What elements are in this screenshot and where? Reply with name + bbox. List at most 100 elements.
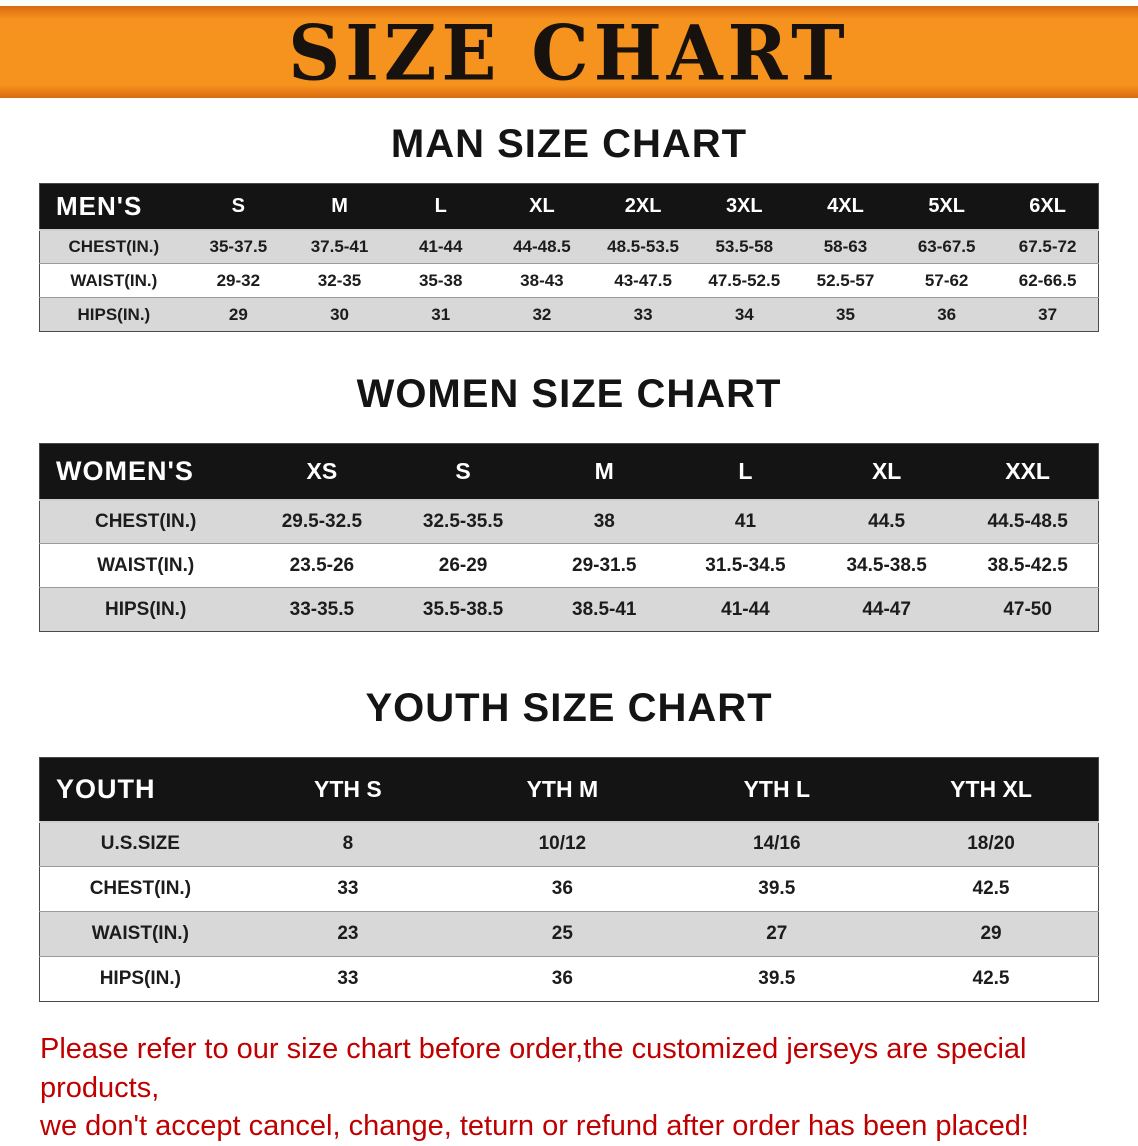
size-value: 47.5-52.5 — [708, 270, 781, 290]
disclaimer-line-2: we don't accept cancel, change, teturn o… — [40, 1110, 1029, 1143]
size-value: 14/16 — [753, 833, 801, 855]
size-value: 23.5-26 — [289, 554, 355, 576]
size-value: 29-31.5 — [572, 554, 637, 576]
size-value: 33 — [633, 304, 653, 324]
size-value: 39.5 — [758, 968, 796, 989]
size-value: 48.5-53.5 — [607, 236, 680, 256]
section-youth: YOUTH SIZE CHART YOUTH YTH S YTH M YTH L YTH… — [0, 686, 1138, 1002]
size-value: 34.5-38.5 — [846, 554, 927, 576]
size-value: 8 — [342, 833, 354, 855]
youth-size-table: YOUTH YTH S YTH M YTH L YTH XL U.S.SIZE 8 10/12… — [39, 757, 1099, 1002]
row-label: HIPS(IN.) — [105, 598, 187, 620]
size-value: 35.5-38.5 — [422, 598, 504, 620]
size-value: 33-35.5 — [289, 598, 355, 620]
size-value: 35-37.5 — [209, 236, 268, 256]
size-column-header: 4XL — [794, 183, 897, 231]
size-value: 27 — [766, 923, 788, 944]
table-row: U.S.SIZE 8 10/12 14/16 18/20 — [39, 821, 1099, 867]
table-row: HIPS(IN.) 29 30 31 32 33 34 35 36 37 — [39, 297, 1099, 332]
size-value: 35 — [836, 304, 855, 324]
size-value: 32-35 — [317, 270, 362, 290]
table-row: WAIST(IN.) 29-32 32-35 35-38 38-43 43-47.5 47.… — [39, 263, 1099, 298]
table-row: WAIST(IN.) 23.5-26 26-29 29-31.5 31.5-34.5 34… — [39, 543, 1099, 588]
size-column-header: M — [288, 183, 391, 231]
size-value: 38-43 — [520, 270, 564, 290]
table-row: HIPS(IN.) 33 36 39.5 42.5 — [39, 956, 1099, 1002]
section-women: WOMEN SIZE CHART WOMEN'S XS S M L XL XXL CHEST(… — [0, 372, 1138, 632]
men-size-table: MEN'S S M L XL 2XL 3XL 4XL 5XL 6XL CHEST(IN.) 35-37… — [39, 183, 1099, 332]
row-label: HIPS(IN.) — [77, 304, 151, 324]
size-value: 34 — [734, 304, 754, 324]
size-value: 23 — [337, 923, 359, 944]
size-column-header: YTH L — [669, 757, 885, 823]
row-label: CHEST(IN.) — [89, 878, 192, 899]
size-value: 29-32 — [216, 270, 261, 290]
table-corner-label: MEN'S — [39, 183, 188, 231]
size-value: 39.5 — [758, 878, 796, 899]
table-row: HIPS(IN.) 33-35.5 35.5-38.5 38.5-41 41-44 44-… — [39, 587, 1099, 632]
row-label: U.S.SIZE — [100, 833, 180, 855]
size-value: 53.5-58 — [715, 236, 774, 256]
size-value: 37.5-41 — [310, 236, 369, 256]
row-label: CHEST(IN.) — [68, 236, 160, 256]
size-value: 62-66.5 — [1018, 270, 1077, 290]
size-column-header: L — [390, 183, 492, 231]
size-value: 44-47 — [862, 598, 911, 620]
size-value: 42.5 — [972, 878, 1010, 899]
size-value: 44.5-48.5 — [987, 510, 1068, 532]
size-column-header: 3XL — [693, 183, 795, 231]
size-value: 37 — [1038, 304, 1058, 324]
disclaimer: Please refer to our size chart before or… — [40, 1030, 1100, 1146]
size-value: 32 — [532, 304, 552, 324]
size-value: 35-38 — [418, 270, 463, 290]
size-value: 44.5 — [868, 510, 906, 532]
size-value: 58-63 — [823, 236, 868, 256]
size-column-header: S — [392, 443, 534, 501]
table-header-row: WOMEN'S XS S M L XL XXL — [39, 443, 1099, 501]
size-value: 38.5-42.5 — [987, 554, 1068, 576]
men-size-chart-heading: MAN SIZE CHART — [390, 122, 748, 166]
table-corner-label: YOUTH — [39, 757, 241, 823]
size-value: 26-29 — [438, 554, 488, 576]
size-value: 43-47.5 — [614, 270, 672, 290]
size-value: 33 — [337, 878, 359, 899]
size-value: 10/12 — [538, 833, 587, 855]
table-row: WAIST(IN.) 23 25 27 29 — [39, 911, 1099, 957]
size-column-header: XL — [491, 183, 593, 231]
women-size-chart-heading: WOMEN SIZE CHART — [356, 372, 782, 416]
size-value: 30 — [330, 304, 349, 324]
size-value: 31 — [431, 304, 451, 324]
section-men: MAN SIZE CHART MEN'S S M L XL 2XL 3XL 4XL 5XL 6XL… — [0, 122, 1138, 332]
size-value: 18/20 — [967, 833, 1015, 855]
size-value: 67.5-72 — [1018, 236, 1077, 256]
row-label: HIPS(IN.) — [99, 968, 181, 989]
size-value: 31.5-34.5 — [705, 554, 786, 576]
size-column-header: 5XL — [896, 183, 998, 231]
row-label: CHEST(IN.) — [94, 510, 197, 532]
page-title: SIZE CHART — [288, 7, 850, 97]
table-corner-label: WOMEN'S — [39, 443, 252, 501]
row-label: WAIST(IN.) — [91, 923, 189, 944]
size-value: 41 — [734, 510, 757, 532]
size-value: 29 — [228, 304, 248, 324]
size-value: 29 — [980, 923, 1002, 944]
size-column-header: YTH M — [455, 757, 670, 823]
size-value: 42.5 — [972, 968, 1010, 989]
size-value: 32.5-35.5 — [422, 510, 504, 532]
size-value: 38.5-41 — [572, 598, 637, 620]
row-label: WAIST(IN.) — [70, 270, 158, 290]
size-column-header: YTH S — [240, 757, 456, 823]
size-value: 36 — [937, 304, 957, 324]
women-size-table: WOMEN'S XS S M L XL XXL CHEST(IN.) 29.5-32.5 32.5… — [39, 443, 1099, 632]
table-row: CHEST(IN.) 35-37.5 37.5-41 41-44 44-48.5 48.5… — [39, 229, 1099, 264]
size-column-header: 2XL — [592, 183, 694, 231]
table-header-row: YOUTH YTH S YTH M YTH L YTH XL — [39, 757, 1099, 823]
size-value: 52.5-57 — [816, 270, 875, 290]
size-column-header: L — [674, 443, 817, 501]
table-header-row: MEN'S S M L XL 2XL 3XL 4XL 5XL 6XL — [39, 183, 1099, 231]
disclaimer-line-1: Please refer to our size chart before or… — [40, 1033, 1027, 1104]
size-value: 41-44 — [721, 598, 770, 620]
size-column-header: S — [187, 183, 289, 231]
size-column-header: M — [533, 443, 675, 501]
size-value: 44-48.5 — [513, 236, 571, 256]
